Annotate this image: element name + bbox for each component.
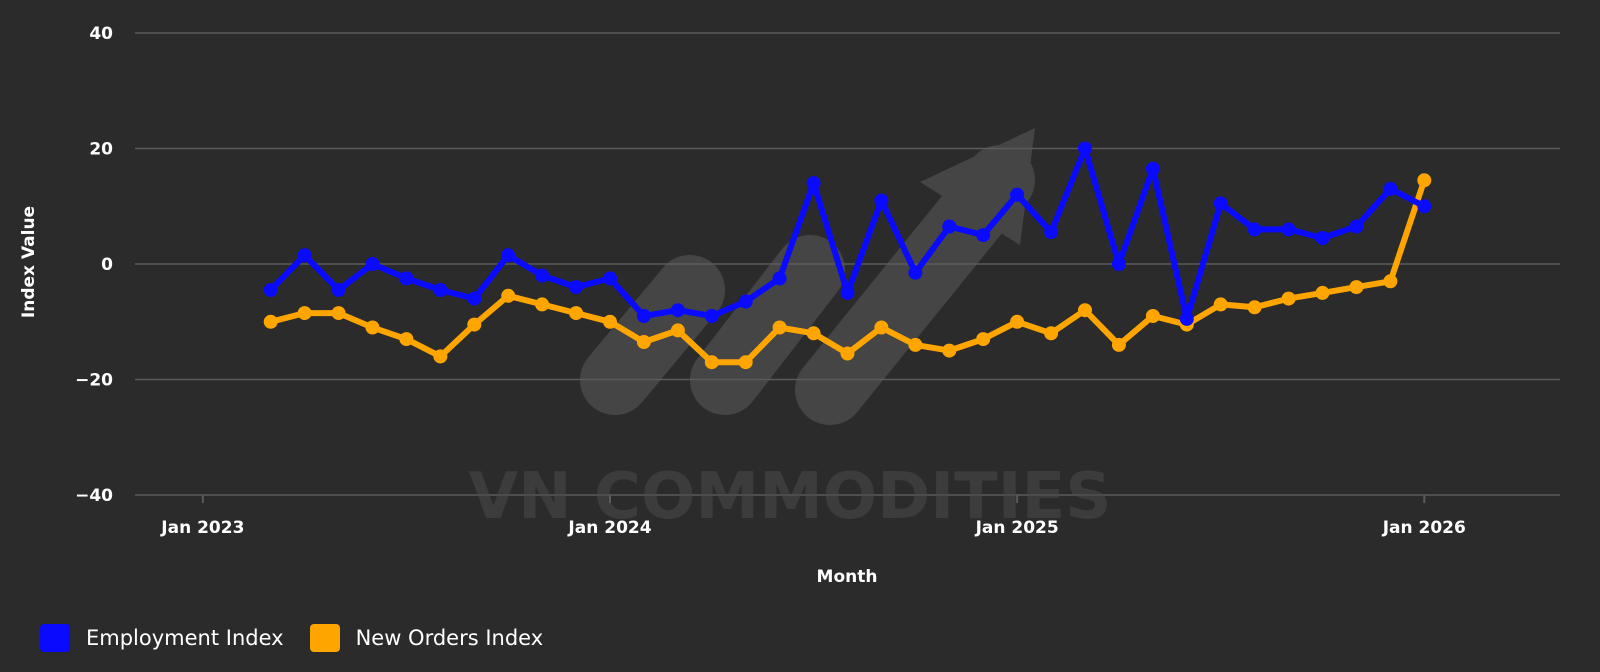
data-point-employment[interactable] xyxy=(670,303,685,318)
data-point-new-orders[interactable] xyxy=(569,306,584,321)
data-point-employment[interactable] xyxy=(365,257,380,271)
data-point-employment[interactable] xyxy=(1213,196,1228,211)
data-point-employment[interactable] xyxy=(1383,181,1398,196)
data-point-new-orders[interactable] xyxy=(942,343,957,358)
data-point-employment[interactable] xyxy=(1010,187,1025,202)
data-point-new-orders[interactable] xyxy=(738,355,753,370)
data-point-employment[interactable] xyxy=(1078,141,1092,156)
data-point-employment[interactable] xyxy=(603,271,617,286)
data-point-employment[interactable] xyxy=(1315,231,1330,245)
data-point-new-orders[interactable] xyxy=(1383,274,1398,289)
data-point-new-orders[interactable] xyxy=(704,355,719,370)
data-point-employment[interactable] xyxy=(1044,225,1059,240)
y-tick-label: 20 xyxy=(89,140,113,160)
y-tick-label: −20 xyxy=(75,371,113,391)
data-point-employment[interactable] xyxy=(501,248,516,263)
data-point-new-orders[interactable] xyxy=(399,332,414,347)
y-axis-title: Index Value xyxy=(19,206,39,318)
data-point-employment[interactable] xyxy=(942,219,957,234)
data-point-new-orders[interactable] xyxy=(636,335,651,349)
data-point-employment[interactable] xyxy=(772,271,787,286)
data-point-employment[interactable] xyxy=(1349,219,1364,234)
data-point-new-orders[interactable] xyxy=(1315,285,1330,300)
data-point-new-orders[interactable] xyxy=(1247,300,1262,315)
legend: Employment Index New Orders Index xyxy=(40,624,569,652)
legend-label-new-orders: New Orders Index xyxy=(355,626,544,650)
y-tick-label: 40 xyxy=(89,24,113,44)
data-point-new-orders[interactable] xyxy=(1111,337,1126,352)
data-point-employment[interactable] xyxy=(738,294,753,309)
data-point-employment[interactable] xyxy=(1145,161,1160,176)
data-point-new-orders[interactable] xyxy=(1349,280,1364,295)
x-axis-title: Month xyxy=(817,567,878,587)
watermark-logo-icon xyxy=(580,128,1035,425)
data-point-new-orders[interactable] xyxy=(772,320,787,335)
data-point-employment[interactable] xyxy=(1111,257,1126,271)
data-point-employment[interactable] xyxy=(399,271,414,286)
data-point-employment[interactable] xyxy=(1247,222,1262,237)
data-point-employment[interactable] xyxy=(569,280,584,295)
data-point-employment[interactable] xyxy=(1179,311,1194,326)
data-point-new-orders[interactable] xyxy=(603,314,617,329)
x-tick-label: Jan 2023 xyxy=(160,518,244,538)
data-point-new-orders[interactable] xyxy=(1078,303,1092,318)
x-tick-label: Jan 2026 xyxy=(1382,518,1466,538)
x-axis-ticks: Jan 2023 Jan 2024 Jan 2025 Jan 2026 xyxy=(160,495,1466,538)
data-point-employment[interactable] xyxy=(976,228,991,243)
legend-item-new-orders[interactable]: New Orders Index xyxy=(309,624,544,652)
y-axis-ticks: −40 −20 0 20 40 xyxy=(75,24,113,506)
data-point-new-orders[interactable] xyxy=(467,317,482,332)
data-point-new-orders[interactable] xyxy=(670,323,685,338)
legend-swatch-new-orders xyxy=(309,624,340,652)
data-point-new-orders[interactable] xyxy=(908,337,923,352)
data-point-new-orders[interactable] xyxy=(535,297,550,312)
data-point-employment[interactable] xyxy=(297,248,312,263)
data-point-employment[interactable] xyxy=(467,291,482,306)
legend-label-employment: Employment Index xyxy=(86,626,284,650)
data-point-employment[interactable] xyxy=(535,268,550,283)
legend-item-employment[interactable]: Employment Index xyxy=(40,624,284,652)
data-point-new-orders[interactable] xyxy=(806,326,821,341)
data-point-new-orders[interactable] xyxy=(1044,326,1059,341)
watermark-text: VN COMMODITIES xyxy=(469,460,1112,534)
data-point-employment[interactable] xyxy=(433,283,448,297)
data-point-new-orders[interactable] xyxy=(976,332,991,347)
data-point-new-orders[interactable] xyxy=(874,320,889,335)
data-point-employment[interactable] xyxy=(1417,199,1432,214)
x-tick-label: Jan 2024 xyxy=(567,518,651,538)
data-point-new-orders[interactable] xyxy=(1010,314,1025,329)
data-point-employment[interactable] xyxy=(874,193,889,208)
data-point-employment[interactable] xyxy=(636,309,651,323)
data-point-new-orders[interactable] xyxy=(331,306,346,321)
data-point-employment[interactable] xyxy=(908,265,923,280)
data-point-employment[interactable] xyxy=(806,176,821,191)
x-tick-label: Jan 2025 xyxy=(975,518,1059,538)
data-point-new-orders[interactable] xyxy=(297,306,312,321)
y-tick-label: 0 xyxy=(101,255,113,275)
data-point-employment[interactable] xyxy=(263,283,278,297)
legend-swatch-employment xyxy=(40,624,70,652)
data-point-new-orders[interactable] xyxy=(1417,173,1432,188)
grid-lines xyxy=(135,32,1560,496)
data-point-employment[interactable] xyxy=(1281,222,1296,237)
data-point-new-orders[interactable] xyxy=(263,314,278,329)
data-point-new-orders[interactable] xyxy=(1213,297,1228,312)
data-point-new-orders[interactable] xyxy=(1145,309,1160,323)
data-point-new-orders[interactable] xyxy=(501,288,516,303)
data-point-employment[interactable] xyxy=(331,283,346,297)
y-tick-label: −40 xyxy=(75,486,113,506)
data-point-new-orders[interactable] xyxy=(365,320,380,335)
data-point-new-orders[interactable] xyxy=(1281,291,1296,306)
data-point-employment[interactable] xyxy=(840,285,855,300)
data-point-new-orders[interactable] xyxy=(433,349,448,364)
data-point-new-orders[interactable] xyxy=(840,346,855,361)
series-points xyxy=(263,141,1432,370)
data-point-employment[interactable] xyxy=(704,309,719,323)
